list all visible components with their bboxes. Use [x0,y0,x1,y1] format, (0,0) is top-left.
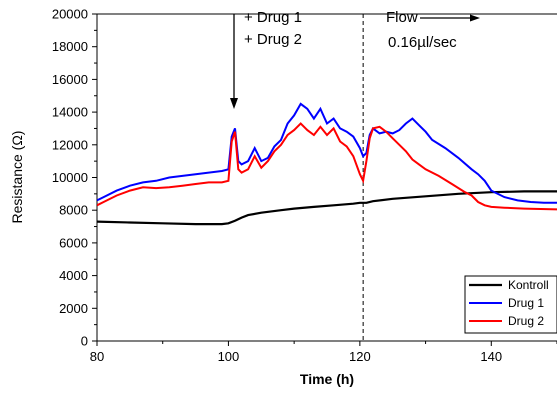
x-tick-label: 80 [90,349,104,364]
y-tick-label: 20000 [52,7,88,22]
annotation-drug-1: + Drug 1 [244,9,302,26]
x-tick-label: 140 [480,349,502,364]
drug-arrow-head [230,98,238,109]
y-tick-label: 6000 [59,235,88,250]
legend-label-kontroll: Kontroll [508,278,549,292]
x-tick-label: 120 [349,349,371,364]
legend-label-drug-1: Drug 1 [508,296,544,310]
series-line-kontroll [97,191,557,224]
series-line-drug-2 [97,124,557,210]
flow-arrow-head [470,15,480,22]
y-tick-label: 0 [81,334,88,349]
y-tick-label: 4000 [59,268,88,283]
axis-tick-labels: 0 2000 4000 6000 8000 10000 12000 14000 16000 180… [52,7,502,365]
legend-label-drug-2: Drug 2 [508,314,544,328]
y-tick-label: 14000 [52,105,88,120]
annotation-flow-rate: 0.16µl/sec [388,34,457,51]
y-tick-label: 12000 [52,137,88,152]
annotation-flow: Flow [386,9,418,26]
y-tick-label: 8000 [59,203,88,218]
x-axis-title: Time (h) [300,371,354,387]
y-tick-label: 10000 [52,170,88,185]
legend: Kontroll Drug 1 Drug 2 [465,276,557,333]
y-axis-title: Resistance (Ω) [9,131,25,224]
annotation-drug-2: + Drug 2 [244,31,302,48]
y-tick-label: 18000 [52,39,88,54]
x-tick-label: 100 [218,349,240,364]
y-tick-label: 2000 [59,301,88,316]
y-tick-label: 16000 [52,72,88,87]
